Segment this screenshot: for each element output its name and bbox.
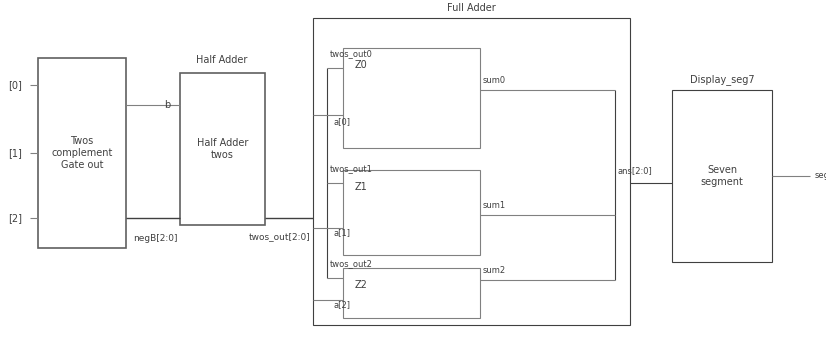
- Text: a[2]: a[2]: [333, 300, 350, 309]
- Text: Half Adder: Half Adder: [197, 55, 248, 65]
- Bar: [343, 48, 480, 148]
- Bar: [38, 58, 126, 248]
- Text: a[0]: a[0]: [333, 117, 350, 126]
- Text: Z0: Z0: [355, 60, 368, 70]
- Text: Seven
segment: Seven segment: [700, 165, 743, 187]
- Bar: [343, 170, 480, 255]
- Text: b: b: [164, 100, 170, 110]
- Text: Full Adder: Full Adder: [447, 3, 496, 13]
- Text: negB[2:0]: negB[2:0]: [133, 234, 178, 243]
- Text: ans[2:0]: ans[2:0]: [618, 166, 653, 175]
- Text: seg7[6:0]: seg7[6:0]: [815, 170, 826, 180]
- Text: sum2: sum2: [483, 266, 506, 275]
- Text: sum1: sum1: [483, 201, 506, 210]
- Text: Z2: Z2: [355, 280, 368, 290]
- Text: Twos
complement
Gate out: Twos complement Gate out: [51, 136, 112, 170]
- Text: Half Adder
twos: Half Adder twos: [197, 138, 248, 160]
- Bar: [180, 73, 265, 225]
- Text: [0]: [0]: [8, 80, 21, 90]
- Bar: [313, 18, 630, 325]
- Text: [2]: [2]: [8, 213, 22, 223]
- Text: Z1: Z1: [355, 182, 368, 192]
- Text: [1]: [1]: [8, 148, 21, 158]
- Text: Display_seg7: Display_seg7: [690, 75, 754, 86]
- Text: sum0: sum0: [483, 76, 506, 85]
- Text: a[1]: a[1]: [333, 228, 350, 237]
- Text: twos_out[2:0]: twos_out[2:0]: [249, 232, 311, 241]
- Text: twos_out2: twos_out2: [330, 259, 373, 268]
- Bar: [343, 268, 480, 318]
- Text: twos_out1: twos_out1: [330, 164, 373, 173]
- Bar: [672, 90, 772, 262]
- Text: twos_out0: twos_out0: [330, 49, 373, 58]
